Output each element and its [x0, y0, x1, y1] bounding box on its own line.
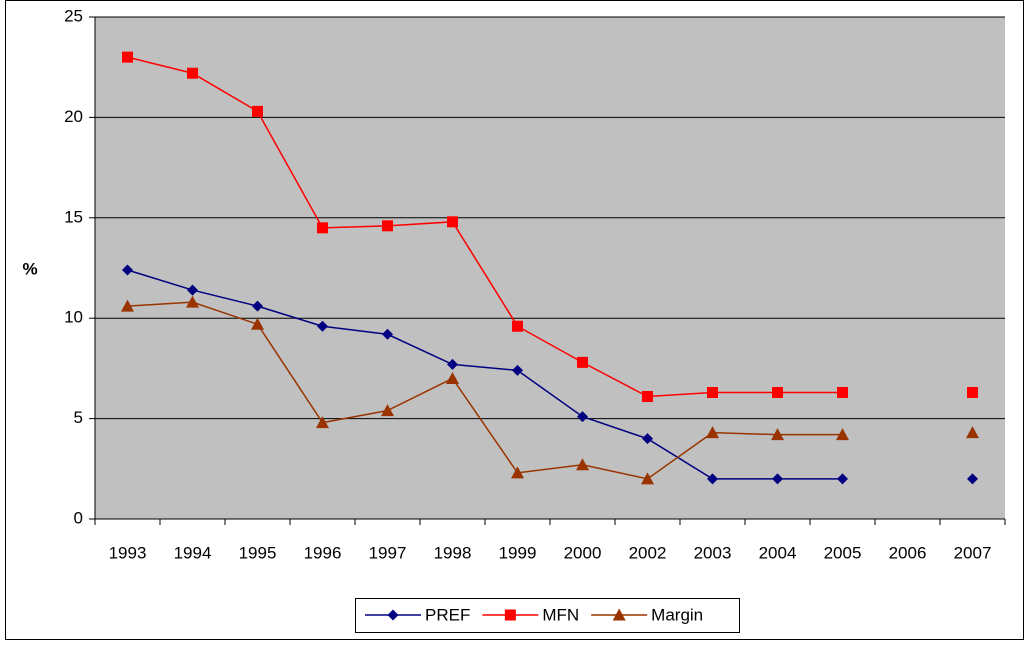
x-tick-label: 2005 — [824, 543, 862, 562]
marker — [511, 466, 524, 479]
marker — [251, 317, 264, 330]
legend-label: PREF — [425, 605, 470, 624]
y-tick-label: 25 — [64, 6, 83, 25]
x-tick-label: 2000 — [564, 543, 602, 562]
x-tick-label: 1994 — [174, 543, 212, 562]
x-tick-label: 1996 — [304, 543, 342, 562]
y-tick-label: 20 — [64, 107, 83, 126]
marker — [772, 386, 783, 398]
x-tick-label: 2006 — [889, 543, 927, 562]
marker — [381, 404, 394, 417]
marker — [252, 300, 263, 312]
marker — [577, 356, 588, 368]
marker — [186, 295, 199, 308]
y-tick-label: 0 — [74, 508, 83, 527]
x-tick-label: 1997 — [369, 543, 407, 562]
marker — [447, 358, 458, 370]
marker — [642, 433, 653, 445]
x-tick-label: 2004 — [759, 543, 797, 562]
plot-area — [95, 17, 1005, 519]
marker — [612, 608, 626, 621]
marker — [122, 264, 133, 276]
marker — [121, 299, 134, 312]
x-tick-label: 1999 — [499, 543, 537, 562]
y-axis-label: % — [22, 259, 37, 278]
marker — [387, 609, 399, 621]
marker — [504, 609, 516, 621]
y-tick-label: 5 — [74, 408, 83, 427]
marker — [317, 222, 328, 234]
x-tick-label: 1995 — [239, 543, 277, 562]
marker — [642, 391, 653, 403]
marker — [966, 426, 979, 439]
marker — [706, 426, 719, 439]
marker — [577, 411, 588, 423]
y-tick-label: 10 — [64, 308, 83, 327]
marker — [446, 371, 459, 384]
legend-label: MFN — [542, 605, 579, 624]
x-tick-label: 2007 — [954, 543, 992, 562]
marker — [382, 328, 393, 340]
marker — [187, 67, 198, 79]
marker — [122, 51, 133, 63]
marker — [837, 473, 848, 485]
x-tick-label: 1998 — [434, 543, 472, 562]
marker — [967, 473, 978, 485]
x-tick-label: 2003 — [694, 543, 732, 562]
x-tick-label: 2002 — [629, 543, 667, 562]
marker — [447, 216, 458, 228]
marker — [641, 472, 654, 485]
marker — [707, 386, 718, 398]
marker — [836, 428, 849, 441]
marker — [187, 284, 198, 296]
marker — [772, 473, 783, 485]
marker — [967, 386, 978, 398]
marker — [576, 458, 589, 471]
x-tick-label: 1993 — [109, 543, 147, 562]
marker — [512, 364, 523, 376]
marker — [771, 428, 784, 441]
marker — [316, 416, 329, 429]
marker — [707, 473, 718, 485]
legend-label: Margin — [651, 605, 703, 624]
y-tick-label: 15 — [64, 207, 83, 226]
marker — [382, 220, 393, 232]
marker — [252, 105, 263, 117]
marker — [317, 320, 328, 332]
marker — [512, 320, 523, 332]
marker — [837, 386, 848, 398]
